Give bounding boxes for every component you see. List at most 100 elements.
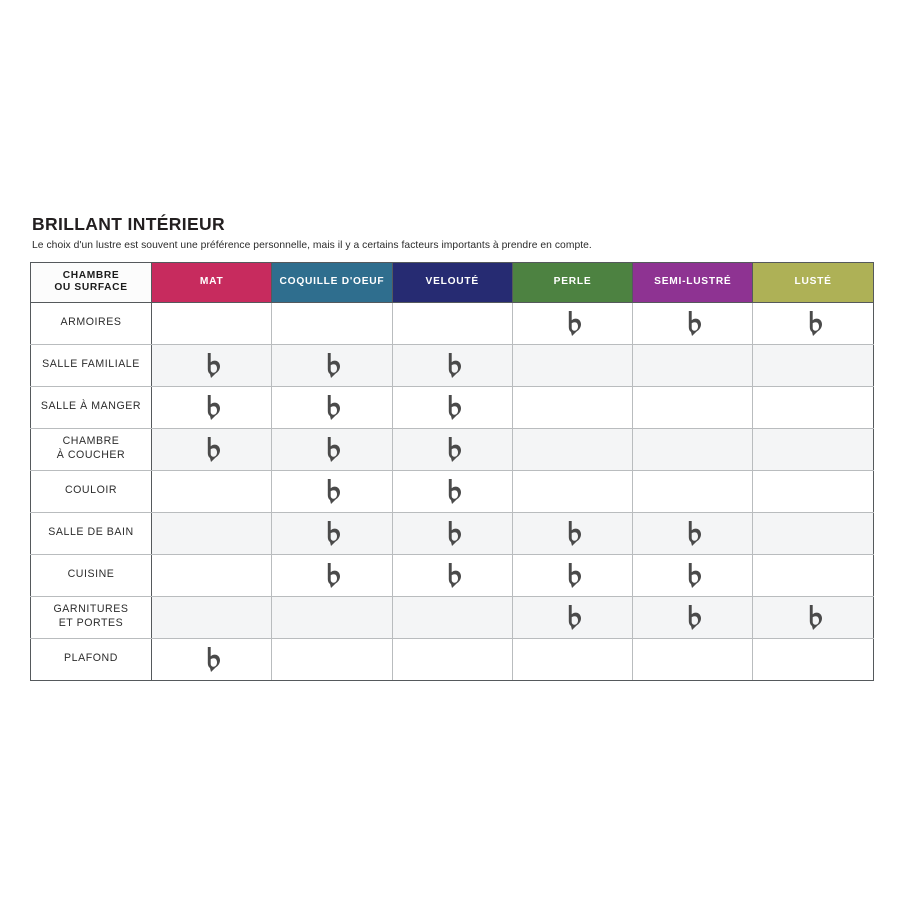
cell-checked [632,595,754,639]
cell-empty [150,595,273,639]
table-head: CHAMBRE OU SURFACE MAT COQUILLE D'OEUF VEL… [30,261,874,303]
check-hook-icon [564,604,582,630]
cell-checked [391,553,513,597]
check-hook-icon [323,352,341,378]
cell-checked [632,301,754,345]
cell-checked [511,301,634,345]
check-hook-icon [444,562,461,588]
check-hook-icon [444,394,461,420]
cell-empty [752,511,874,555]
cell-empty [752,637,874,681]
check-hook-icon [684,562,702,588]
cell-empty [511,427,634,471]
column-header-2: VELOUTÉ [391,261,513,303]
row-label-3: CHAMBRE À COUCHER [30,427,152,471]
page-subtitle: Le choix d'un lustre est souvent une pré… [32,240,592,252]
check-hook-icon [323,394,341,420]
cell-checked [271,511,393,555]
cell-checked [511,511,634,555]
check-hook-icon [203,646,221,672]
table-row: CHAMBRE À COUCHER [30,427,874,471]
cell-checked [391,469,513,513]
cell-empty [632,343,754,387]
table-row: CUISINE [30,553,874,597]
row-label-1: SALLE FAMILIALE [30,343,152,387]
check-hook-icon [323,436,341,462]
row-label-5: SALLE DE BAIN [30,511,152,555]
cell-empty [752,553,874,597]
table-body: ARMOIRES SALLE FAMILIALE SALLE À MANGER CHA… [30,301,874,681]
cell-empty [511,637,634,681]
cell-checked [391,511,513,555]
check-hook-icon [564,310,582,336]
cell-empty [271,637,393,681]
cell-checked [150,343,273,387]
cell-checked [150,385,273,429]
check-hook-icon [564,520,582,546]
cell-empty [752,427,874,471]
check-hook-icon [444,520,461,546]
sheen-matrix-table: CHAMBRE OU SURFACE MAT COQUILLE D'OEUF VEL… [30,261,874,681]
check-hook-icon [444,352,461,378]
cell-checked [511,553,634,597]
cell-empty [271,595,393,639]
cell-checked [271,469,393,513]
cell-checked [150,637,273,681]
check-hook-icon [323,520,341,546]
table-row: SALLE FAMILIALE [30,343,874,387]
cell-checked [271,553,393,597]
cell-checked [271,385,393,429]
content-area: BRILLANT INTÉRIEUR Le choix d'un lustre … [30,214,874,681]
cell-empty [150,511,273,555]
cell-checked [632,553,754,597]
row-label-7: GARNITURES ET PORTES [30,595,152,639]
check-hook-icon [203,352,221,378]
table-row: GARNITURES ET PORTES [30,595,874,639]
row-label-8: PLAFOND [30,637,152,681]
check-hook-icon [684,520,702,546]
row-label-6: CUISINE [30,553,152,597]
table-row: PLAFOND [30,637,874,681]
table-row: SALLE À MANGER [30,385,874,429]
cell-checked [632,511,754,555]
cell-empty [632,469,754,513]
cell-empty [632,385,754,429]
cell-empty [752,385,874,429]
check-hook-icon [684,604,702,630]
check-hook-icon [444,478,461,504]
cell-checked [511,595,634,639]
header-row: CHAMBRE OU SURFACE MAT COQUILLE D'OEUF VEL… [30,261,874,303]
check-hook-icon [323,478,341,504]
cell-checked [391,343,513,387]
cell-empty [511,385,634,429]
row-label-0: ARMOIRES [30,301,152,345]
column-header-0: MAT [150,261,273,303]
cell-empty [632,427,754,471]
check-hook-icon [684,310,702,336]
table-row: COULOIR [30,469,874,513]
column-header-1: COQUILLE D'OEUF [271,261,393,303]
check-hook-icon [323,562,341,588]
check-hook-icon [203,436,221,462]
row-label-4: COULOIR [30,469,152,513]
cell-checked [752,595,874,639]
cell-empty [150,469,273,513]
cell-empty [391,595,513,639]
column-header-room: CHAMBRE OU SURFACE [30,261,152,303]
column-header-4: SEMI-LUSTRÉ [632,261,754,303]
check-hook-icon [444,436,461,462]
check-hook-icon [805,604,822,630]
cell-empty [752,343,874,387]
cell-empty [271,301,393,345]
cell-empty [391,301,513,345]
cell-empty [150,301,273,345]
check-hook-icon [805,310,822,336]
table-row: ARMOIRES [30,301,874,345]
cell-empty [391,637,513,681]
cell-checked [271,427,393,471]
cell-empty [150,553,273,597]
column-header-3: PERLE [511,261,634,303]
page-title: BRILLANT INTÉRIEUR [32,214,225,234]
cell-checked [391,427,513,471]
